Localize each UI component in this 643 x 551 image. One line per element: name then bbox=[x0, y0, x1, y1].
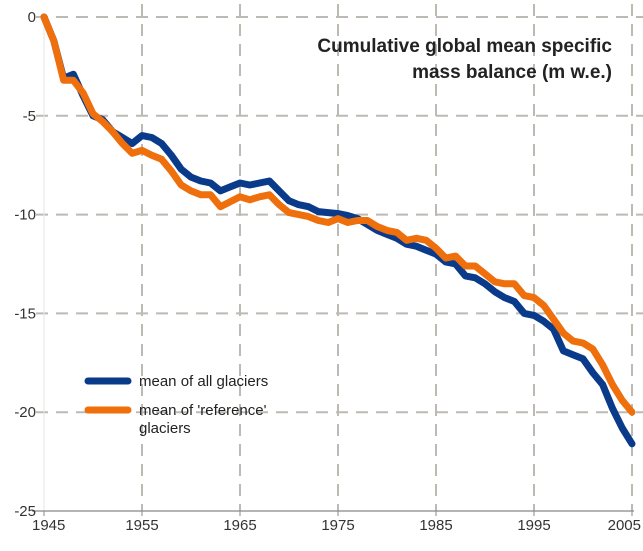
series-line-all-glaciers bbox=[40, 13, 636, 448]
x-tick-label: 1945 bbox=[32, 517, 65, 534]
y-tick-label: -20 bbox=[14, 404, 36, 421]
y-tick-label: -5 bbox=[23, 108, 36, 125]
y-tick-label: -10 bbox=[14, 207, 36, 224]
x-tick-label: 2005 bbox=[608, 517, 641, 534]
y-tick-labels: 0 -5 -10 -15 -20 -25 bbox=[14, 9, 36, 520]
y-tick-label: -25 bbox=[14, 503, 36, 520]
x-tick-label: 1965 bbox=[223, 517, 256, 534]
series bbox=[40, 13, 636, 448]
legend-label-all-glaciers: mean of all glaciers bbox=[139, 373, 268, 390]
legend-item-reference-glaciers: mean of 'reference' glaciers bbox=[84, 402, 267, 437]
legend-label-reference-glaciers-line-1: mean of 'reference' bbox=[139, 402, 267, 419]
legend: mean of all glaciers mean of 'reference'… bbox=[84, 373, 268, 437]
grid bbox=[36, 4, 643, 511]
x-tick-label: 1975 bbox=[321, 517, 354, 534]
chart-title: Cumulative global mean specific mass bal… bbox=[317, 36, 612, 83]
y-tick-label: 0 bbox=[28, 9, 36, 26]
x-tick-label: 1995 bbox=[517, 517, 550, 534]
legend-label-reference-glaciers-line-2: glaciers bbox=[139, 420, 191, 437]
chart-title-line-1: Cumulative global mean specific bbox=[317, 36, 612, 57]
x-tick-labels: 1945 1955 1965 1975 1985 1995 2005 bbox=[32, 511, 641, 534]
axes bbox=[32, 17, 634, 512]
chart-title-line-2: mass balance (m w.e.) bbox=[412, 62, 612, 83]
y-tick-label: -15 bbox=[14, 305, 36, 322]
legend-item-all-glaciers: mean of all glaciers bbox=[84, 373, 268, 390]
x-tick-label: 1985 bbox=[419, 517, 452, 534]
x-tick-label: 1955 bbox=[125, 517, 158, 534]
series-line-reference-glaciers bbox=[40, 13, 636, 416]
